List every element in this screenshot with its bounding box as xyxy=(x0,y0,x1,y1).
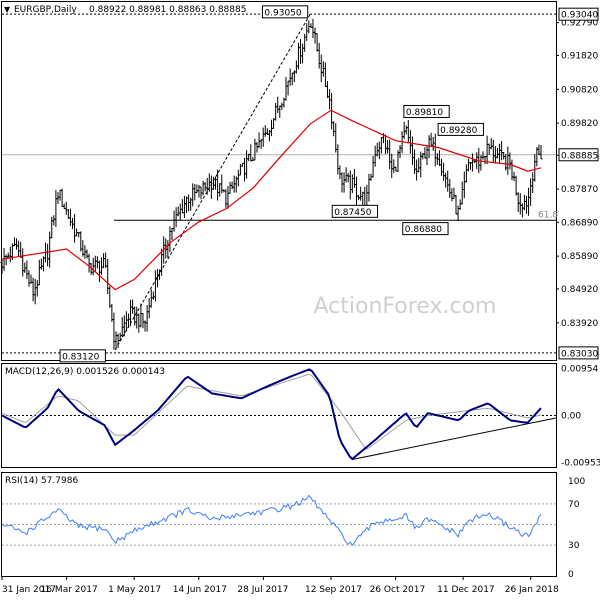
macd-tick-label: 0.00 xyxy=(561,412,581,422)
price-tick-label: 0.85890 xyxy=(561,252,598,262)
price-annotation: 0.93050 xyxy=(261,5,309,18)
fib-level-label: 61.8 xyxy=(538,210,558,220)
price-annotation: 0.83120 xyxy=(59,349,106,363)
price-annotation: 0.89810 xyxy=(403,104,450,118)
price-tick-label: 0.90820 xyxy=(561,85,598,95)
macd-line xyxy=(1,368,542,461)
header-arrow: ▼ xyxy=(4,5,11,14)
svg-text:0.83030: 0.83030 xyxy=(561,349,598,359)
macd-tick-label: -0.009538 xyxy=(561,458,600,468)
price-annotation: 0.87450 xyxy=(331,204,379,218)
svg-text:0.87450: 0.87450 xyxy=(334,208,371,218)
rsi-title: RSI(14) 57.7986 xyxy=(5,476,78,486)
rsi-line xyxy=(1,494,542,546)
price-tick-label: 0.86890 xyxy=(561,218,598,228)
rsi-tick-label: 100 xyxy=(568,477,585,487)
macd-title: MACD(12,26,9) 0.001526 0.000143 xyxy=(5,367,165,377)
price-bar xyxy=(539,145,543,160)
date-tick-label: 28 Jul 2017 xyxy=(237,585,288,595)
svg-text:0.88885: 0.88885 xyxy=(561,151,598,161)
svg-text:0.93050: 0.93050 xyxy=(264,8,301,18)
price-annotation: 0.89280 xyxy=(437,122,484,136)
rsi-layer xyxy=(1,494,556,546)
moving-average-line xyxy=(1,109,542,291)
macd-layer xyxy=(1,368,557,461)
date-tick-label: 26 Jan 2018 xyxy=(505,585,559,595)
watermark-text: ActionForex.com xyxy=(314,294,497,319)
date-tick-label: 16 Mar 2017 xyxy=(41,585,98,595)
price-boxed-label: 0.88885 xyxy=(558,148,599,162)
svg-text:0.89810: 0.89810 xyxy=(406,108,443,118)
date-tick-label: 26 Oct 2017 xyxy=(370,585,426,595)
axis-layer: 0.927900.918200.908200.898200.888700.878… xyxy=(1,7,600,595)
date-tick-label: 31 Jan 2017 xyxy=(2,585,56,595)
svg-text:0.86880: 0.86880 xyxy=(405,225,442,235)
macd-trendline xyxy=(351,417,557,461)
macd-tick-label: 0.00954 xyxy=(561,365,598,375)
date-tick-label: 12 Sep 2017 xyxy=(305,585,362,595)
header-ohlc: 0.88922 0.88981 0.88863 0.88885 xyxy=(89,5,246,15)
rsi-tick-label: 0 xyxy=(568,570,574,580)
rsi-tick-label: 30 xyxy=(568,541,580,551)
price-tick-label: 0.84920 xyxy=(561,285,598,295)
chart-title: EURGBP,Daily xyxy=(14,5,77,15)
price-boxed-label: 0.83030 xyxy=(558,346,599,360)
rsi-tick-label: 70 xyxy=(568,500,580,510)
date-tick-label: 1 May 2017 xyxy=(108,585,161,595)
price-tick-label: 0.87870 xyxy=(561,185,598,195)
price-tick-label: 0.83920 xyxy=(561,319,598,329)
date-tick-label: 11 Dec 2017 xyxy=(437,585,495,595)
svg-text:0.89280: 0.89280 xyxy=(440,126,477,136)
date-tick-label: 14 Jun 2017 xyxy=(173,585,227,595)
svg-text:0.93040: 0.93040 xyxy=(561,11,598,21)
price-boxed-label: 0.93040 xyxy=(558,7,599,21)
macd-signal-line xyxy=(1,373,542,450)
svg-text:0.83120: 0.83120 xyxy=(62,352,99,362)
price-layer: 61.8 0.93050 0.83120 0.87450 0.89810 0.86880 0… xyxy=(0,5,558,363)
price-tick-label: 0.92790 xyxy=(561,19,598,29)
price-tick-label: 0.89820 xyxy=(561,119,598,129)
price-annotation: 0.86880 xyxy=(402,222,449,236)
price-tick-label: 0.91820 xyxy=(561,51,598,61)
